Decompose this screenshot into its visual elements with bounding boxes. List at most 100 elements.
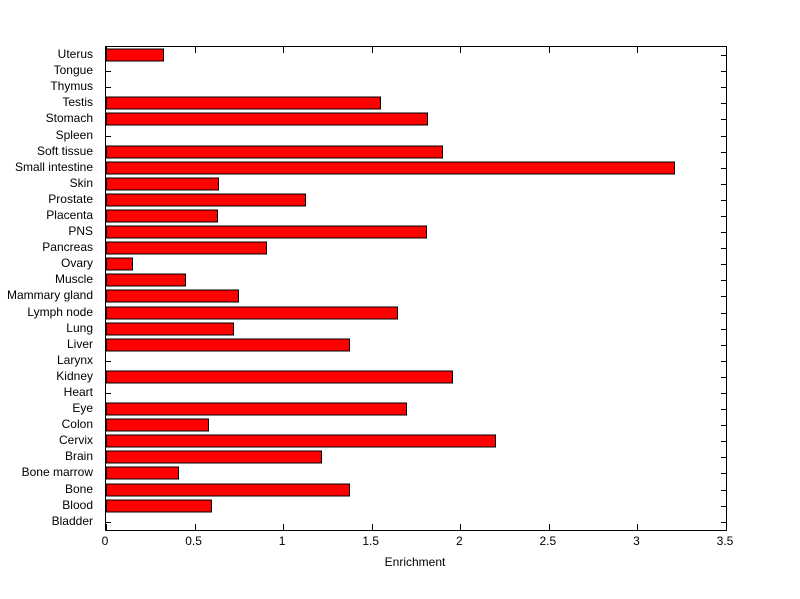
plot-area bbox=[105, 46, 727, 531]
bar-row-ovary bbox=[106, 256, 726, 272]
y-tick-label-thymus: Thymus bbox=[50, 79, 93, 94]
y-tick-label-heart: Heart bbox=[63, 385, 93, 400]
bar-row-cervix bbox=[106, 433, 726, 449]
y-tick-right bbox=[721, 393, 726, 395]
y-tick-label-liver: Liver bbox=[66, 336, 93, 351]
y-tick-label-lung: Lung bbox=[66, 320, 93, 335]
bar-row-bone bbox=[106, 482, 726, 498]
x-tick-bottom bbox=[460, 524, 462, 530]
bar-blood bbox=[106, 499, 213, 513]
y-tick-label-testis: Testis bbox=[62, 95, 93, 110]
bar-row-bladder bbox=[106, 514, 726, 530]
y-tick-left bbox=[106, 393, 111, 395]
y-tick-right bbox=[721, 376, 726, 378]
bar-row-kidney bbox=[106, 369, 726, 385]
bar-row-lung bbox=[106, 321, 726, 337]
bar-row-larynx bbox=[106, 353, 726, 369]
bar-row-testis bbox=[106, 95, 726, 111]
bar-lung bbox=[106, 322, 234, 336]
bar-eye bbox=[106, 402, 408, 416]
y-tick-right bbox=[721, 87, 726, 89]
y-tick-right bbox=[721, 199, 726, 201]
y-tick-right bbox=[721, 135, 726, 137]
y-tick-label-bladder: Bladder bbox=[51, 513, 93, 528]
y-tick-label-brain: Brain bbox=[64, 449, 93, 464]
y-tick-label-colon: Colon bbox=[61, 417, 93, 432]
y-tick-label-soft-tissue: Soft tissue bbox=[36, 143, 93, 158]
bar-pns bbox=[106, 225, 427, 239]
bar-ovary bbox=[106, 257, 133, 271]
x-tick-top bbox=[106, 47, 107, 53]
y-tick-label-blood: Blood bbox=[62, 497, 93, 512]
bar-row-heart bbox=[106, 385, 726, 401]
bar-testis bbox=[106, 96, 381, 110]
bar-row-blood bbox=[106, 498, 726, 514]
bar-row-tongue bbox=[106, 63, 726, 79]
x-axis-tick-labels: 0 0.5 1 1.5 2 2.5 3 3.5 bbox=[101, 534, 734, 549]
y-tick-label-pns: PNS bbox=[68, 224, 93, 239]
x-tick-top bbox=[283, 47, 285, 53]
y-tick-right bbox=[721, 167, 726, 169]
y-tick-right bbox=[721, 409, 726, 411]
y-tick-right bbox=[721, 280, 726, 282]
bar-row-pancreas bbox=[106, 240, 726, 256]
bar-brain bbox=[106, 450, 323, 464]
bar-row-liver bbox=[106, 337, 726, 353]
x-tick-bottom bbox=[548, 524, 550, 530]
bar-row-mammary-gland bbox=[106, 288, 726, 304]
x-axis-label: Enrichment bbox=[384, 555, 446, 569]
y-tick-label-small-intestine: Small intestine bbox=[14, 159, 93, 174]
x-tick-label: 0 bbox=[101, 534, 109, 548]
y-tick-label-cervix: Cervix bbox=[58, 433, 93, 448]
y-tick-right bbox=[721, 119, 726, 121]
y-tick-left bbox=[106, 71, 111, 73]
bar-row-thymus bbox=[106, 79, 726, 95]
y-tick-right bbox=[721, 489, 726, 491]
y-tick-label-pancreas: Pancreas bbox=[42, 240, 93, 255]
y-tick-left bbox=[106, 521, 111, 523]
x-tick-bottom bbox=[726, 524, 727, 530]
y-tick-right bbox=[721, 183, 726, 185]
bar-placenta bbox=[106, 209, 218, 223]
bar-row-uterus bbox=[106, 47, 726, 63]
bar-stomach bbox=[106, 112, 429, 126]
y-tick-label-mammary-gland: Mammary gland bbox=[6, 288, 93, 303]
y-tick-label-bone-marrow: Bone marrow bbox=[21, 465, 93, 480]
y-tick-left bbox=[106, 87, 111, 89]
x-tick-label: 1 bbox=[278, 534, 286, 548]
bar-liver bbox=[106, 338, 351, 352]
y-tick-label-placenta: Placenta bbox=[46, 207, 93, 222]
bar-row-soft-tissue bbox=[106, 144, 726, 160]
y-tick-right bbox=[721, 71, 726, 73]
bar-row-bone-marrow bbox=[106, 465, 726, 481]
y-tick-right bbox=[721, 441, 726, 443]
y-tick-label-larynx: Larynx bbox=[56, 352, 93, 367]
x-tick-label: 2 bbox=[455, 534, 463, 548]
y-tick-right bbox=[721, 232, 726, 234]
bar-row-spleen bbox=[106, 127, 726, 143]
y-tick-label-spleen: Spleen bbox=[55, 127, 93, 142]
bar-row-brain bbox=[106, 449, 726, 465]
bar-mammary-gland bbox=[106, 289, 239, 303]
bar-soft-tissue bbox=[106, 145, 443, 159]
y-tick-label-kidney: Kidney bbox=[56, 368, 93, 383]
x-tick-label: 0.5 bbox=[185, 534, 202, 548]
x-tick-top bbox=[460, 47, 462, 53]
bar-pancreas bbox=[106, 241, 268, 255]
x-tick-top bbox=[726, 47, 727, 53]
x-tick-bottom bbox=[371, 524, 373, 530]
bar-row-stomach bbox=[106, 111, 726, 127]
bar-lymph-node bbox=[106, 306, 399, 320]
bar-bone-marrow bbox=[106, 466, 179, 480]
bar-row-pns bbox=[106, 224, 726, 240]
y-tick-right bbox=[721, 264, 726, 266]
x-tick-top bbox=[194, 47, 196, 53]
bar-row-placenta bbox=[106, 208, 726, 224]
y-tick-right bbox=[721, 151, 726, 153]
bar-skin bbox=[106, 177, 220, 191]
x-tick-bottom bbox=[637, 524, 639, 530]
x-tick-bottom bbox=[283, 524, 285, 530]
y-tick-right bbox=[721, 425, 726, 427]
y-tick-right bbox=[721, 505, 726, 507]
y-axis-tick-labels: Uterus Tongue Thymus Testis Stomach Spleen Sof… bbox=[0, 46, 99, 529]
